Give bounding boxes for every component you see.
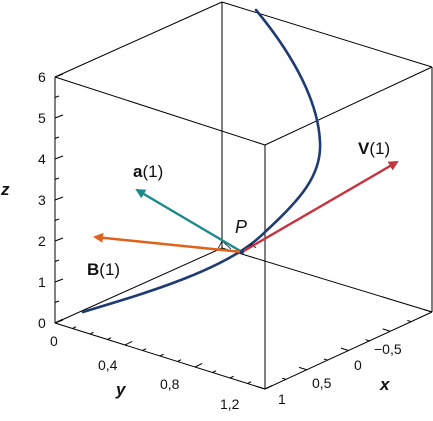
z-tick-label: 0 (38, 315, 46, 331)
tick-mark (54, 237, 64, 242)
tick-mark (281, 377, 287, 380)
tick-mark (177, 359, 182, 362)
space-curve (81, 8, 322, 314)
y-tick-label: 1,2 (220, 396, 240, 412)
tick-mark (54, 136, 60, 139)
tick-mark (54, 177, 60, 180)
tick-mark (107, 337, 112, 340)
y-tick-label: 0,8 (160, 376, 180, 392)
tick-mark (54, 300, 60, 303)
z-axis-label: z (0, 180, 10, 199)
tick-mark (323, 358, 328, 361)
tick-mark (298, 366, 307, 371)
tick-mark (247, 381, 252, 384)
vector-a-arrow (135, 188, 243, 254)
z-axis-tick-labels: 0 1 2 3 4 5 6 (38, 69, 46, 331)
vector-V-label: V(1) (358, 139, 390, 158)
bounding-box (54, 1, 433, 390)
tick-mark (54, 73, 64, 78)
tick-mark (54, 318, 63, 324)
tick-mark (382, 328, 391, 332)
tick-mark (54, 259, 60, 262)
tick-mark (124, 340, 133, 346)
x-axis-label: x (379, 375, 391, 394)
vector-a-label: a(1) (133, 162, 163, 181)
vector-B-arrow (93, 232, 243, 254)
y-tick-label: 0 (50, 333, 58, 349)
x-tick-label: −0,5 (374, 341, 402, 357)
tick-mark (407, 319, 412, 323)
tick-mark (89, 331, 94, 335)
tick-mark (257, 386, 266, 390)
point-P (239, 249, 245, 255)
y-axis-label: y (115, 380, 127, 399)
vector-V-arrow (241, 160, 399, 254)
point-P-label: P (235, 217, 247, 237)
z-tick-label: 3 (38, 192, 46, 208)
tick-mark (142, 348, 147, 351)
y-tick-label: 0,4 (98, 357, 118, 373)
tick-mark (54, 95, 60, 98)
z-tick-label: 6 (38, 69, 46, 85)
tick-mark (424, 309, 433, 313)
tick-mark (72, 326, 77, 329)
tick-mark (229, 375, 234, 379)
z-tick-label: 1 (38, 274, 46, 290)
tick-mark (54, 218, 60, 221)
vector-B-label: B(1) (87, 260, 120, 279)
tick-mark (54, 155, 64, 160)
tick-mark (54, 278, 64, 283)
tick-mark (194, 362, 203, 368)
tick-mark (264, 384, 273, 390)
tick-mark (212, 370, 217, 373)
y-axis-ticks (54, 318, 273, 390)
x-axis-ticks (257, 309, 433, 390)
tick-mark (340, 347, 349, 351)
x-tick-label: 0 (354, 357, 362, 373)
z-tick-label: 2 (38, 233, 46, 249)
x-tick-label: 1 (278, 391, 286, 407)
z-tick-label: 4 (38, 151, 46, 167)
z-tick-label: 5 (38, 110, 46, 126)
tick-mark (54, 196, 64, 201)
y-axis-tick-labels: 0 0,4 0,8 1,2 (50, 333, 240, 412)
tick-mark (54, 114, 64, 119)
z-axis-ticks (54, 73, 64, 324)
tick-mark (365, 339, 370, 342)
x-axis-tick-labels: 1 0,5 0 −0,5 (278, 341, 402, 407)
tick-mark (159, 353, 164, 357)
x-tick-label: 0,5 (312, 375, 332, 391)
